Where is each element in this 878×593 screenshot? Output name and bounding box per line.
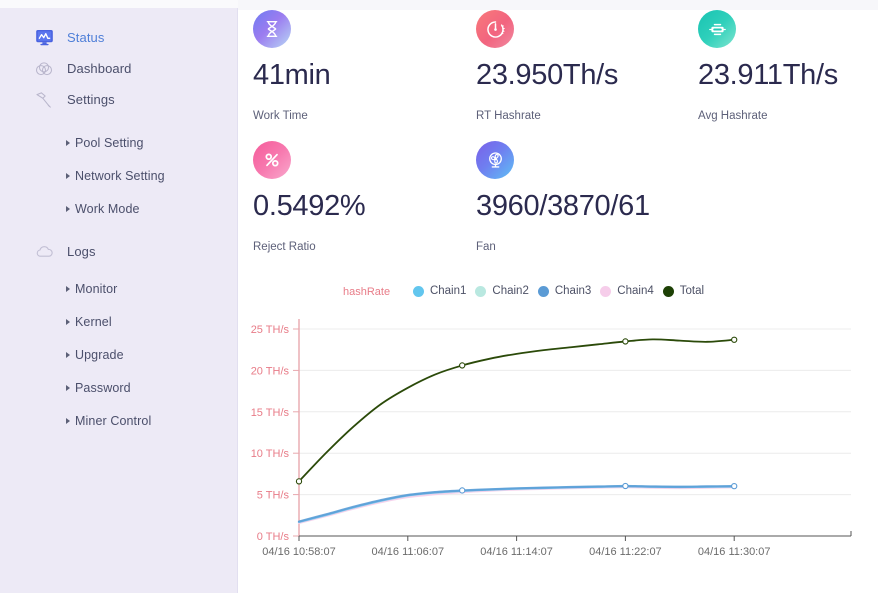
- legend-dot-chain3: [537, 285, 549, 297]
- stat-card-avg-hashrate: 23.911Th/s Avg Hashrate: [698, 10, 838, 122]
- stat-value-avg-hashrate: 23.911Th/s: [698, 59, 838, 91]
- sidebar-item-work-mode-label: Work Mode: [75, 201, 140, 216]
- sidebar-item-network-setting-label: Network Setting: [75, 168, 165, 183]
- legend-item-total[interactable]: Total: [662, 285, 705, 297]
- legend-label-chain4: Chain4: [617, 285, 654, 297]
- svg-text:04/16 11:06:07: 04/16 11:06:07: [372, 546, 445, 558]
- legend-dot-chain1: [412, 285, 424, 297]
- speedometer-icon: [476, 10, 514, 48]
- svg-text:5 TH/s: 5 TH/s: [257, 490, 290, 502]
- sidebar-item-password[interactable]: Password: [0, 371, 237, 404]
- stat-label-avg-hashrate: Avg Hashrate: [698, 110, 768, 123]
- legend-item-chain2[interactable]: Chain2: [475, 285, 529, 297]
- svg-text:04/16 10:58:07: 04/16 10:58:07: [262, 546, 335, 558]
- sidebar-item-upgrade[interactable]: Upgrade: [0, 338, 237, 371]
- sidebar-item-status[interactable]: Status: [0, 22, 237, 53]
- sidebar-item-kernel[interactable]: Kernel: [0, 305, 237, 338]
- sidebar-item-password-label: Password: [75, 380, 131, 395]
- stat-label-fan: Fan: [476, 241, 496, 254]
- stat-label-work-time: Work Time: [253, 110, 308, 123]
- legend-item-chain3[interactable]: Chain3: [537, 285, 592, 297]
- chevron-right-icon: [66, 285, 70, 292]
- sidebar-item-miner-control-label: Miner Control: [75, 413, 152, 428]
- cloud-icon: [33, 241, 55, 263]
- top-strip-right: [238, 0, 878, 10]
- chevron-right-icon: [66, 417, 70, 424]
- legend-label-chain1: Chain1: [429, 285, 467, 297]
- legend-label-total: Total: [679, 285, 705, 297]
- stat-value-fan: 3960/3870/61: [476, 190, 650, 222]
- svg-text:04/16 11:30:07: 04/16 11:30:07: [698, 546, 771, 558]
- svg-text:04/16 11:14:07: 04/16 11:14:07: [480, 546, 553, 558]
- sidebar-item-pool-setting[interactable]: Pool Setting: [0, 126, 237, 159]
- stat-row-2: 0.5492% Reject Ratio: [239, 141, 878, 272]
- sidebar-item-network-setting[interactable]: Network Setting: [0, 159, 237, 192]
- sidebar-spacer-2: [0, 225, 237, 236]
- stat-value-work-time: 41min: [253, 59, 331, 91]
- legend-dot-chain4: [600, 285, 612, 297]
- svg-text:25 TH/s: 25 TH/s: [251, 324, 290, 336]
- hashrate-chart: Chain1 Chain2 Chain3 Chain4 Total: [239, 285, 878, 593]
- stat-label-rt-hashrate: RT Hashrate: [476, 110, 541, 123]
- sidebar-item-monitor[interactable]: Monitor: [0, 272, 237, 305]
- chevron-right-icon: [66, 351, 70, 358]
- stat-value-reject-ratio: 0.5492%: [253, 190, 366, 222]
- chevron-right-icon: [66, 139, 70, 146]
- sidebar-item-logs[interactable]: Logs: [0, 236, 237, 267]
- legend-dot-chain2: [475, 285, 487, 297]
- sidebar-item-settings[interactable]: Settings: [0, 84, 237, 115]
- stat-card-rt-hashrate: 23.950Th/s RT Hashrate: [476, 10, 618, 122]
- fan-icon: [476, 141, 514, 179]
- stat-label-reject-ratio: Reject Ratio: [253, 241, 316, 254]
- sidebar-item-dashboard[interactable]: Dashboard: [0, 53, 237, 84]
- chart-plot-area: 0 TH/s 5 TH/s 10 TH/s 15 TH/s 20 TH/s 25 TH/s…: [239, 311, 878, 593]
- sidebar-item-upgrade-label: Upgrade: [75, 347, 124, 362]
- hammer-icon: [33, 89, 55, 111]
- sidebar: Status Dashboard Settings: [0, 8, 238, 593]
- chart-legend: Chain1 Chain2 Chain3 Chain4 Total: [239, 285, 878, 297]
- sidebar-item-work-mode[interactable]: Work Mode: [0, 192, 237, 225]
- chevron-right-icon: [66, 205, 70, 212]
- legend-item-chain1[interactable]: Chain1: [412, 285, 467, 297]
- legend-item-chain4[interactable]: Chain4: [600, 285, 654, 297]
- svg-text:15 TH/s: 15 TH/s: [251, 407, 290, 419]
- legend-dot-total: [662, 285, 674, 297]
- svg-text:0 TH/s: 0 TH/s: [257, 531, 290, 543]
- hourglass-icon: [253, 10, 291, 48]
- svg-text:04/16 11:22:07: 04/16 11:22:07: [589, 546, 662, 558]
- sidebar-item-settings-label: Settings: [67, 92, 115, 107]
- stat-card-fan: 3960/3870/61 Fan: [476, 141, 650, 253]
- sidebar-spacer-1: [0, 115, 237, 126]
- svg-text:20 TH/s: 20 TH/s: [251, 365, 290, 377]
- sidebar-item-dashboard-label: Dashboard: [67, 61, 132, 76]
- server-stack-icon: [698, 10, 736, 48]
- sidebar-item-monitor-label: Monitor: [75, 281, 118, 296]
- sidebar-item-miner-control[interactable]: Miner Control: [0, 404, 237, 437]
- chevron-right-icon: [66, 384, 70, 391]
- chevron-right-icon: [66, 318, 70, 325]
- stat-value-rt-hashrate: 23.950Th/s: [476, 59, 619, 91]
- monitor-icon: [33, 27, 55, 49]
- chart-y-axis-title: hashRate: [343, 286, 391, 298]
- legend-label-chain3: Chain3: [554, 285, 592, 297]
- stat-card-reject-ratio: 0.5492% Reject Ratio: [253, 141, 366, 254]
- svg-text:10 TH/s: 10 TH/s: [251, 448, 290, 460]
- gauge-icon: [33, 58, 55, 80]
- sidebar-item-logs-label: Logs: [67, 244, 96, 259]
- chevron-right-icon: [66, 172, 70, 179]
- legend-label-chain2: Chain2: [492, 285, 529, 297]
- sidebar-item-kernel-label: Kernel: [75, 314, 112, 329]
- stat-row-1: 41min Work Time: [239, 10, 878, 141]
- sidebar-item-pool-setting-label: Pool Setting: [75, 135, 144, 150]
- sidebar-item-status-label: Status: [67, 30, 105, 45]
- main-content: 41min Work Time: [239, 10, 878, 593]
- percent-icon: [253, 141, 291, 179]
- stat-card-work-time: 41min Work Time: [253, 10, 331, 122]
- chart-svg: 0 TH/s 5 TH/s 10 TH/s 15 TH/s 20 TH/s 25 TH/s…: [251, 319, 852, 558]
- stat-cards: 41min Work Time: [239, 10, 878, 272]
